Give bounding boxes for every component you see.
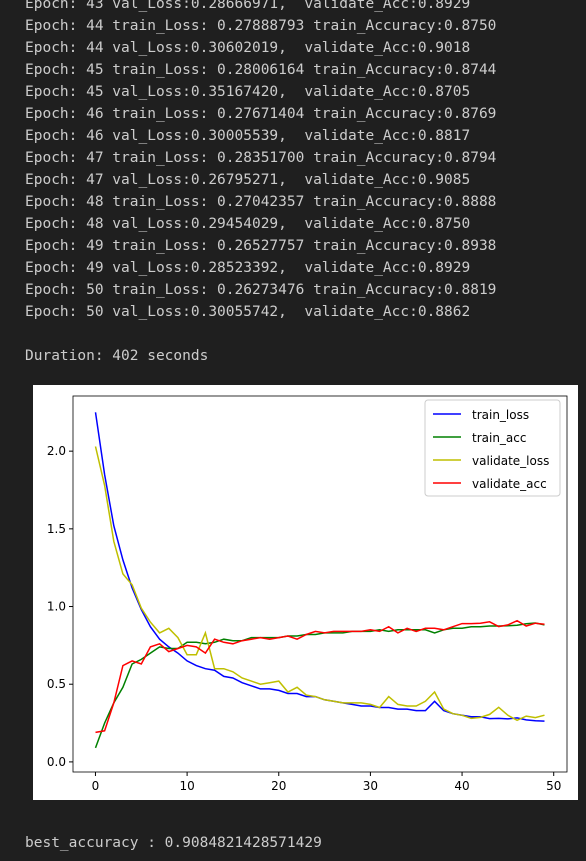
legend-label: train_acc: [472, 431, 526, 445]
axes-frame: [72, 395, 568, 773]
y-tick-label: 1.5: [47, 522, 66, 536]
x-tick-label: 50: [546, 779, 561, 793]
legend-label: validate_acc: [472, 477, 547, 491]
x-tick-label: 0: [92, 779, 100, 793]
log: Epoch: 43 val_Loss:0.28666971, validate_…: [25, 0, 496, 323]
x-tick-label: 40: [454, 779, 469, 793]
log-line: Epoch: 50 val_Loss:0.30055742, validate_…: [25, 304, 471, 320]
y-tick-label: 1.0: [47, 600, 66, 614]
series-line: [94, 446, 545, 722]
log-line: Epoch: 46 val_Loss:0.30005539, validate_…: [25, 128, 471, 144]
log-line: Epoch: 46 train_Loss: 0.27671404 train_A…: [25, 106, 497, 122]
log-line: Epoch: 47 train_Loss: 0.28351700 train_A…: [25, 150, 497, 166]
log-line: Epoch: 48 val_Loss:0.29454029, validate_…: [25, 216, 471, 232]
log-line: Epoch: 45 train_Loss: 0.28006164 train_A…: [25, 62, 497, 78]
log-line: Epoch: 49 train_Loss: 0.26527757 train_A…: [25, 238, 497, 254]
log-line: Epoch: 48 train_Loss: 0.27042357 train_A…: [25, 194, 497, 210]
log-line: Epoch: 47 val_Loss:0.26795271, validate_…: [25, 172, 471, 188]
legend-label: validate_loss: [472, 454, 549, 468]
chart: 0.0 0.5 1.0 1.5 2.0 0 10 20 30 40 50 train_losstrai…: [33, 385, 578, 800]
log-line: Epoch: 44 val_Loss:0.30602019, validate_…: [25, 40, 471, 56]
y-tick-label: 2.0: [47, 444, 66, 458]
legend-label: train_loss: [472, 408, 529, 422]
log-line: Epoch: 49 val_Loss:0.28523392, validate_…: [25, 260, 471, 276]
y-tick-label: 0.5: [47, 677, 66, 691]
series-line: [95, 619, 545, 734]
series-line: [94, 622, 545, 749]
duration: Duration: 402 seconds: [25, 348, 209, 364]
log-line: Epoch: 45 val_Loss:0.35167420, validate_…: [25, 84, 471, 100]
best-accuracy: best_accuracy : 0.9084821428571429: [25, 835, 322, 851]
y-tick-label: 0.0: [47, 755, 66, 769]
log-line: Epoch: 50 train_Loss: 0.26273476 train_A…: [25, 282, 497, 298]
log-line: Epoch: 43 val_Loss:0.28666971, validate_…: [25, 0, 471, 12]
log-line: Epoch: 44 train_Loss: 0.27888793 train_A…: [25, 18, 497, 34]
x-tick-label: 10: [179, 779, 194, 793]
legend-box: [424, 399, 561, 497]
x-tick-label: 20: [271, 779, 286, 793]
x-tick-label: 30: [363, 779, 378, 793]
